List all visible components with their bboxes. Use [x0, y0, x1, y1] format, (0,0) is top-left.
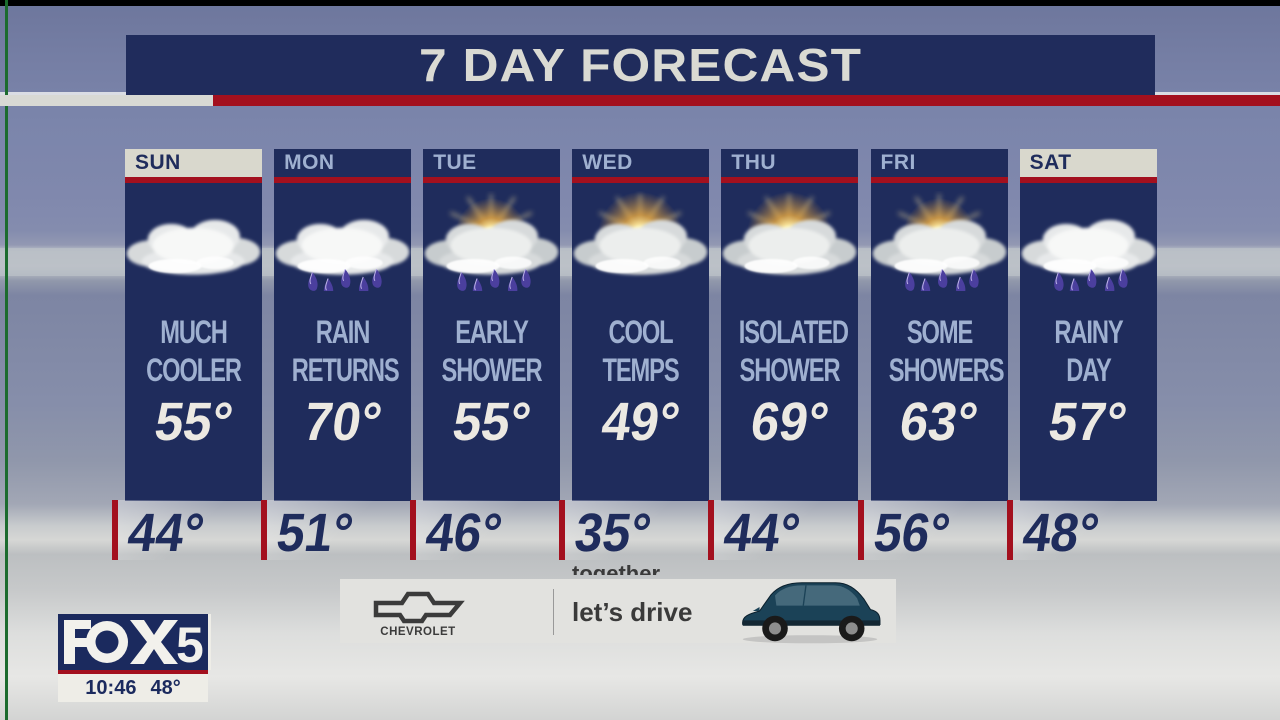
svg-text:CHEVROLET: CHEVROLET	[380, 626, 455, 638]
svg-text:5: 5	[176, 617, 204, 670]
